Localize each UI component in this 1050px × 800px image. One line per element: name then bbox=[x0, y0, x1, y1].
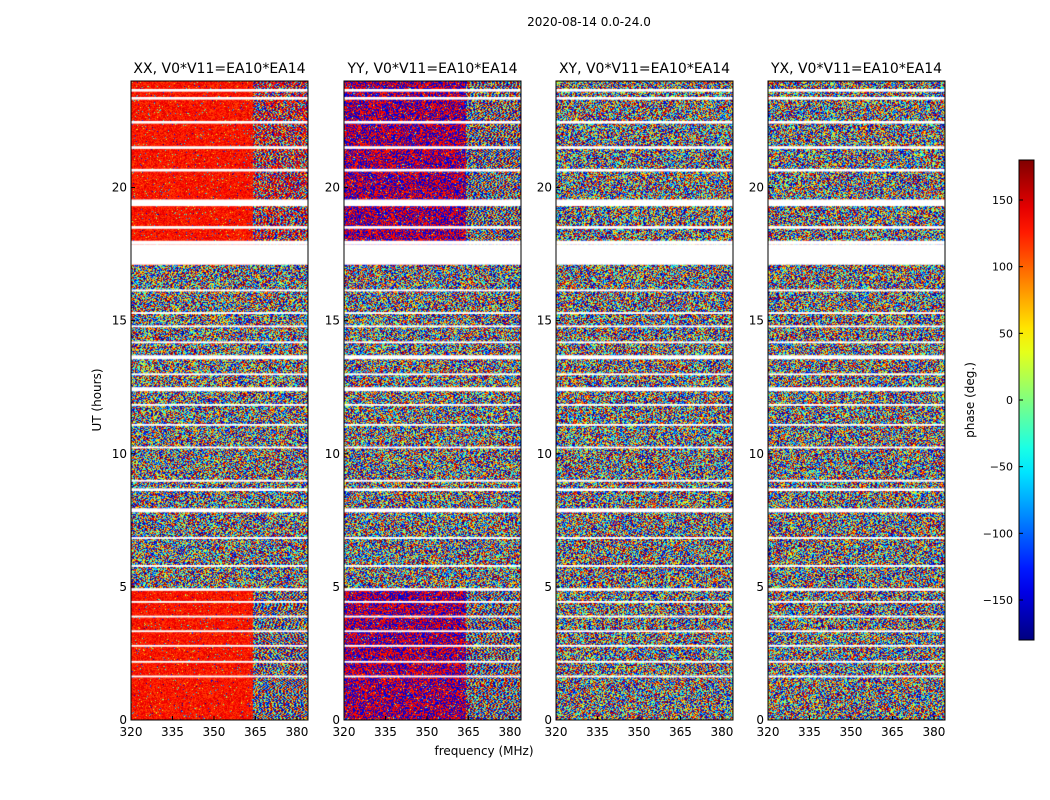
x-tick-label: 320 bbox=[120, 725, 143, 739]
y-tick-label: 5 bbox=[544, 580, 552, 594]
panel-frame bbox=[767, 80, 946, 721]
y-tick-label: 0 bbox=[544, 713, 552, 727]
panel-3: XY, V0*V11=EA10*EA14 320 335 350 365 380 0 5 10 1… bbox=[537, 61, 734, 739]
x-tick-label: 350 bbox=[416, 725, 439, 739]
panel-2: YY, V0*V11=EA10*EA14 320 335 350 365 380 0 5 10 1… bbox=[325, 61, 522, 739]
x-tick-label: 320 bbox=[333, 725, 356, 739]
y-tick-label: 10 bbox=[112, 447, 127, 461]
x-tick-label: 335 bbox=[798, 725, 821, 739]
y-axis-label: UT (hours) bbox=[90, 368, 104, 431]
x-tick-label: 320 bbox=[545, 725, 568, 739]
heatmap-image bbox=[131, 81, 308, 720]
x-tick-label: 350 bbox=[203, 725, 226, 739]
x-tick-label: 350 bbox=[840, 725, 863, 739]
y-tick-label: 15 bbox=[537, 314, 552, 328]
y-tick-label: 15 bbox=[112, 314, 127, 328]
panel-title: XX, V0*V11=EA10*EA14 bbox=[133, 61, 305, 77]
x-tick-label: 350 bbox=[628, 725, 651, 739]
panel-title: YX, V0*V11=EA10*EA14 bbox=[770, 61, 942, 77]
y-tick-label: 15 bbox=[325, 314, 340, 328]
x-axis-label: frequency (MHz) bbox=[434, 744, 533, 758]
x-tick-label: 380 bbox=[498, 725, 521, 739]
colorbar-tick-label: 150 bbox=[992, 194, 1013, 207]
colorbar-tick-label: 0 bbox=[1006, 394, 1013, 407]
panel-4: YX, V0*V11=EA10*EA14 320 335 350 365 380 0 5 10 1… bbox=[749, 61, 946, 739]
colorbar-label: phase (deg.) bbox=[963, 362, 977, 438]
colorbar-tick-label: 50 bbox=[999, 327, 1013, 340]
colorbar-tick-label: −150 bbox=[983, 594, 1013, 607]
y-tick-label: 5 bbox=[119, 580, 127, 594]
y-tick-label: 0 bbox=[756, 713, 764, 727]
y-tick-label: 20 bbox=[749, 181, 764, 195]
panel-1: XX, V0*V11=EA10*EA14 320 335 350 365 380 0 5 10 1… bbox=[112, 61, 309, 739]
x-tick-label: 320 bbox=[757, 725, 780, 739]
panel-frame bbox=[555, 80, 734, 721]
y-tick-label: 0 bbox=[119, 713, 127, 727]
panels-group: XX, V0*V11=EA10*EA14 320 335 350 365 380 0 5 10 1… bbox=[112, 61, 946, 739]
y-tick-label: 0 bbox=[332, 713, 340, 727]
y-tick-label: 10 bbox=[537, 447, 552, 461]
panel-frame bbox=[343, 80, 522, 721]
panel-frame bbox=[130, 80, 309, 721]
x-tick-label: 365 bbox=[244, 725, 267, 739]
panel-title: YY, V0*V11=EA10*EA14 bbox=[346, 61, 517, 77]
y-tick-label: 20 bbox=[537, 181, 552, 195]
x-tick-label: 335 bbox=[586, 725, 609, 739]
heatmap-image bbox=[768, 81, 945, 720]
x-tick-label: 380 bbox=[285, 725, 308, 739]
x-tick-label: 365 bbox=[881, 725, 904, 739]
colorbar-tick-label: 100 bbox=[992, 261, 1013, 274]
x-tick-label: 365 bbox=[457, 725, 480, 739]
y-tick-label: 5 bbox=[332, 580, 340, 594]
colorbar-tick-label: −50 bbox=[990, 461, 1013, 474]
panel-title: XY, V0*V11=EA10*EA14 bbox=[559, 61, 730, 77]
y-tick-label: 10 bbox=[325, 447, 340, 461]
x-tick-label: 380 bbox=[922, 725, 945, 739]
colorbar: 150 100 50 0 −50 −100 −150 bbox=[983, 159, 1035, 641]
y-tick-label: 5 bbox=[756, 580, 764, 594]
heatmap-image bbox=[556, 81, 733, 720]
colorbar-tick-label: −100 bbox=[983, 527, 1013, 540]
x-tick-label: 365 bbox=[669, 725, 692, 739]
y-tick-label: 10 bbox=[749, 447, 764, 461]
x-tick-label: 380 bbox=[710, 725, 733, 739]
y-tick-label: 20 bbox=[325, 181, 340, 195]
x-tick-label: 335 bbox=[161, 725, 184, 739]
figure-suptitle: 2020-08-14 0.0-24.0 bbox=[527, 15, 651, 29]
y-tick-label: 15 bbox=[749, 314, 764, 328]
heatmap-image bbox=[344, 81, 521, 720]
y-tick-label: 20 bbox=[112, 181, 127, 195]
x-tick-label: 335 bbox=[374, 725, 397, 739]
